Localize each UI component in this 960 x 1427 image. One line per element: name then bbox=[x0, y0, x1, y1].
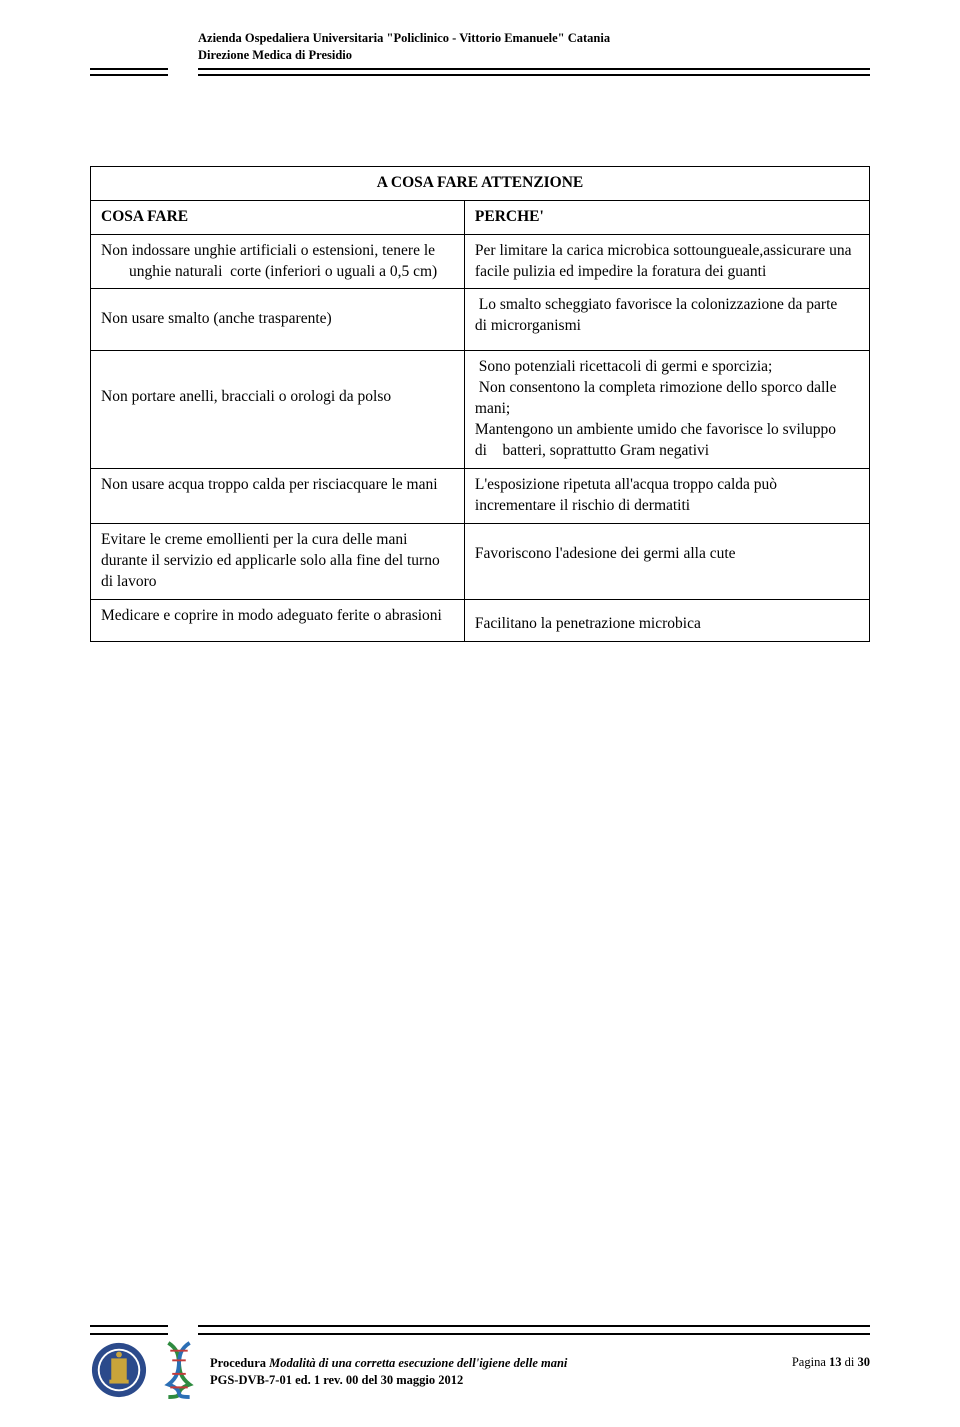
footer-body: Procedura Modalità di una corretta esecu… bbox=[90, 1341, 870, 1399]
cell-right: Per limitare la carica microbica sottoun… bbox=[464, 234, 869, 289]
header-text: Azienda Ospedaliera Universitaria "Polic… bbox=[198, 30, 870, 64]
cell-left: Evitare le creme emollienti per la cura … bbox=[91, 523, 465, 599]
footer-proc-code: PGS-DVB-7-01 ed. 1 rev. 00 del 30 maggio… bbox=[210, 1373, 463, 1387]
cell-left: Non portare anelli, bracciali o orologi … bbox=[91, 351, 465, 469]
page-total: 30 bbox=[858, 1355, 871, 1369]
footer-proc-label: Procedura bbox=[210, 1356, 266, 1370]
col-header-left: COSA FARE bbox=[91, 200, 465, 234]
header-rule-bottom bbox=[90, 74, 870, 76]
rule-short bbox=[90, 1325, 168, 1327]
footer-page: Pagina 13 di 30 bbox=[792, 1341, 870, 1370]
rule-short bbox=[90, 74, 168, 76]
attention-table: A COSA FARE ATTENZIONE COSA FARE PERCHE'… bbox=[90, 166, 870, 642]
page-num: 13 bbox=[829, 1355, 842, 1369]
cell-left: Non usare smalto (anche trasparente) bbox=[91, 289, 465, 351]
footer-proc-title: Modalità di una corretta esecuzione dell… bbox=[266, 1356, 567, 1370]
col-header-right: PERCHE' bbox=[464, 200, 869, 234]
cell-right: Facilitano la penetrazione microbica bbox=[464, 599, 869, 641]
cell-right: Lo smalto scheggiato favorisce la coloni… bbox=[464, 289, 869, 351]
dna-icon bbox=[158, 1341, 200, 1399]
table-row: Evitare le creme emollienti per la cura … bbox=[91, 523, 870, 599]
table-row: Non portare anelli, bracciali o orologi … bbox=[91, 351, 870, 469]
rule-long bbox=[198, 74, 870, 76]
cell-left: Non indossare unghie artificiali o esten… bbox=[91, 234, 465, 289]
cell-text: Non indossare unghie artificiali o esten… bbox=[101, 242, 437, 280]
rule-long bbox=[198, 1325, 870, 1327]
cell-right: Sono potenziali ricettacoli di germi e s… bbox=[464, 351, 869, 469]
page-label: Pagina bbox=[792, 1355, 829, 1369]
page-header: Azienda Ospedaliera Universitaria "Polic… bbox=[90, 30, 870, 76]
cell-left: Non usare acqua troppo calda per risciac… bbox=[91, 468, 465, 523]
table-row: Non indossare unghie artificiali o esten… bbox=[91, 234, 870, 289]
rule-long bbox=[198, 68, 870, 70]
rule-long bbox=[198, 1333, 870, 1335]
footer-rule-top bbox=[90, 1325, 870, 1327]
footer-rule-bottom bbox=[90, 1333, 870, 1335]
page: Azienda Ospedaliera Universitaria "Polic… bbox=[0, 0, 960, 1427]
cell-left: Medicare e coprire in modo adeguato feri… bbox=[91, 599, 465, 641]
footer-text: Procedura Modalità di una corretta esecu… bbox=[210, 1341, 782, 1389]
table-row: Non usare acqua troppo calda per risciac… bbox=[91, 468, 870, 523]
header-dept: Direzione Medica di Presidio bbox=[198, 47, 870, 64]
table-title: A COSA FARE ATTENZIONE bbox=[91, 166, 870, 200]
table-title-row: A COSA FARE ATTENZIONE bbox=[91, 166, 870, 200]
seal-icon bbox=[90, 1341, 148, 1399]
page-footer: Procedura Modalità di una corretta esecu… bbox=[90, 1325, 870, 1399]
table-row: Medicare e coprire in modo adeguato feri… bbox=[91, 599, 870, 641]
rule-short bbox=[90, 1333, 168, 1335]
cell-right: Favoriscono l'adesione dei germi alla cu… bbox=[464, 523, 869, 599]
page-of: di bbox=[842, 1355, 858, 1369]
header-org: Azienda Ospedaliera Universitaria "Polic… bbox=[198, 30, 870, 47]
content: A COSA FARE ATTENZIONE COSA FARE PERCHE'… bbox=[90, 166, 870, 642]
cell-right: L'esposizione ripetuta all'acqua troppo … bbox=[464, 468, 869, 523]
rule-short bbox=[90, 68, 168, 70]
header-rule-top bbox=[90, 68, 870, 70]
table-row: Non usare smalto (anche trasparente) Lo … bbox=[91, 289, 870, 351]
table-header-row: COSA FARE PERCHE' bbox=[91, 200, 870, 234]
